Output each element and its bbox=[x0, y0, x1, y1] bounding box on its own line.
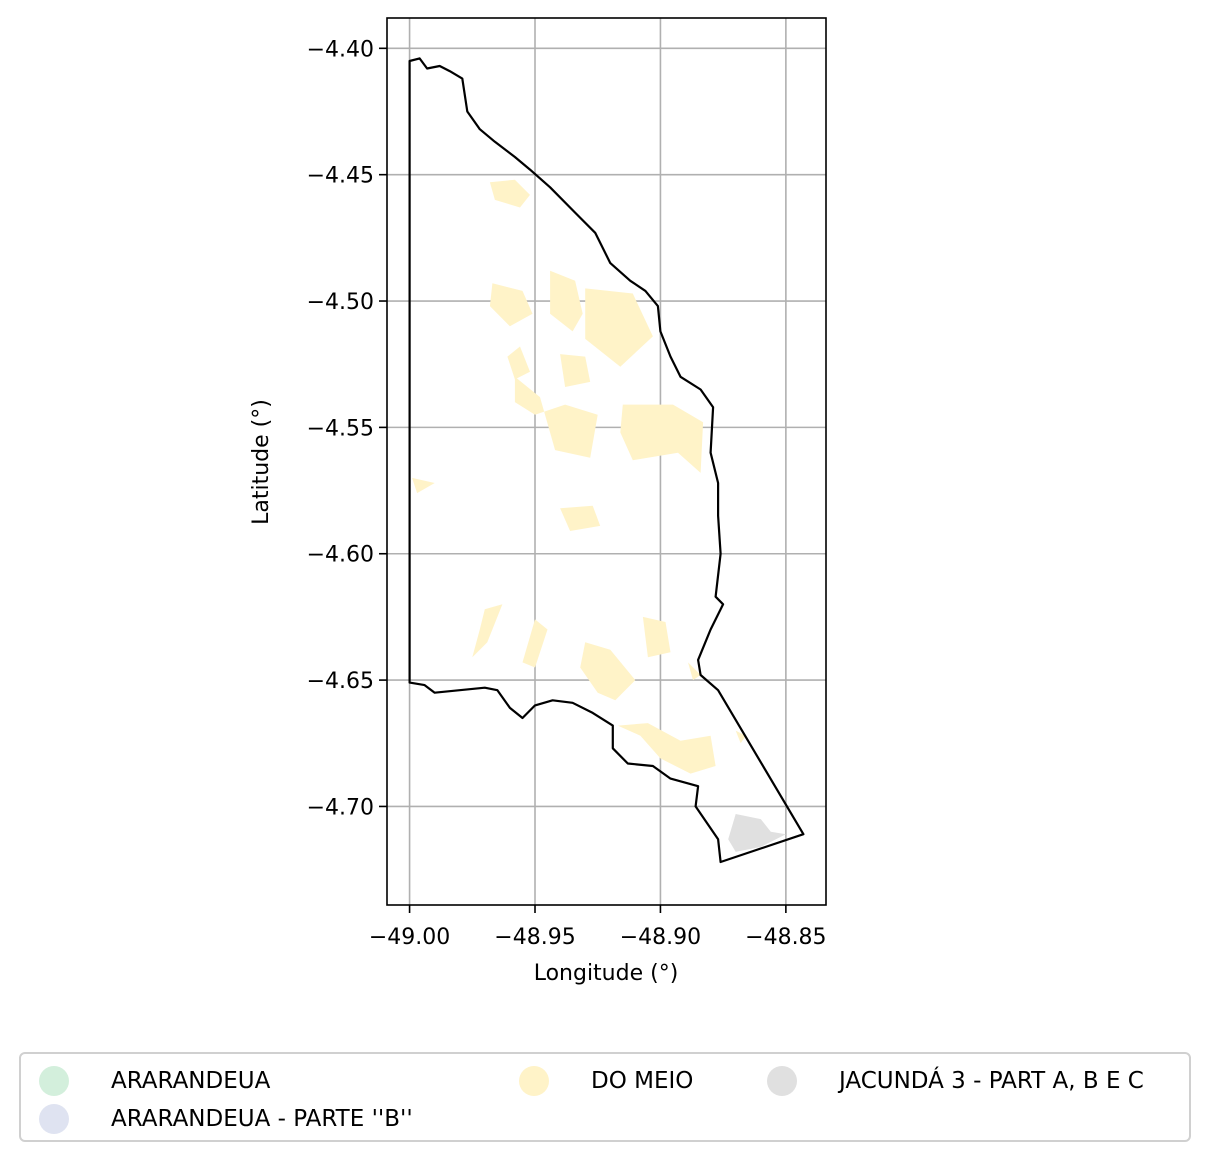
region-do-meio bbox=[507, 346, 530, 380]
x-axis-ticks: −49.00 −48.95 −48.90 −48.85 bbox=[369, 905, 827, 950]
legend-marker-ararandeua bbox=[39, 1066, 69, 1096]
region-do-meio bbox=[489, 179, 530, 208]
y-tick-label: −4.55 bbox=[307, 416, 374, 441]
x-tick-label: −48.90 bbox=[620, 925, 701, 950]
legend-item-ararandeua: ARARANDEUA bbox=[39, 1063, 270, 1099]
region-do-meio bbox=[514, 376, 598, 458]
boundary-outline bbox=[408, 57, 805, 864]
region-do-meio bbox=[620, 404, 704, 473]
y-tick-label: −4.70 bbox=[307, 795, 374, 820]
x-axis-label: Longitude (°) bbox=[534, 961, 679, 986]
region-do-meio bbox=[560, 354, 591, 387]
y-tick-label: −4.50 bbox=[307, 290, 374, 315]
region-jacund-3-part-a-b-e-c bbox=[728, 814, 786, 852]
y-tick-label: −4.40 bbox=[307, 37, 374, 62]
region-do-meio bbox=[585, 288, 653, 367]
region-do-meio bbox=[550, 270, 583, 332]
legend: ARARANDEUA ARARANDEUA - PARTE ''B'' DO M… bbox=[19, 1052, 1191, 1142]
x-tick-label: −48.95 bbox=[494, 925, 575, 950]
y-tick-label: −4.60 bbox=[307, 543, 374, 568]
region-do-meio bbox=[735, 730, 746, 744]
region-do-meio bbox=[472, 604, 503, 658]
region-do-meio bbox=[412, 477, 435, 494]
region-do-meio bbox=[522, 619, 548, 668]
region-do-meio bbox=[560, 505, 601, 531]
legend-marker-ararandeua-parte-b bbox=[39, 1104, 69, 1134]
municipality-boundary bbox=[408, 57, 805, 864]
legend-marker-do-meio bbox=[519, 1066, 549, 1096]
region-do-meio bbox=[688, 662, 701, 681]
legend-label-do-meio: DO MEIO bbox=[591, 1068, 694, 1094]
legend-item-do-meio: DO MEIO bbox=[519, 1063, 693, 1099]
legend-label-jacunda-3: JACUNDÁ 3 - PART A, B E C bbox=[839, 1068, 1144, 1094]
legend-label-ararandeua-parte-b: ARARANDEUA - PARTE ''B'' bbox=[111, 1106, 413, 1132]
region-do-meio bbox=[580, 642, 636, 701]
y-tick-label: −4.65 bbox=[307, 669, 374, 694]
region-do-meio bbox=[489, 283, 533, 327]
y-tick-label: −4.45 bbox=[307, 164, 374, 189]
region-do-meio bbox=[642, 616, 671, 658]
legend-marker-jacunda-3 bbox=[767, 1066, 797, 1096]
legend-item-jacunda-3: JACUNDÁ 3 - PART A, B E C bbox=[767, 1063, 1144, 1099]
y-axis-label: Latitude (°) bbox=[249, 399, 274, 525]
x-tick-label: −49.00 bbox=[369, 925, 450, 950]
legend-item-ararandeua-parte-b: ARARANDEUA - PARTE ''B'' bbox=[39, 1101, 413, 1137]
x-tick-label: −48.85 bbox=[745, 925, 826, 950]
region-polygons bbox=[412, 179, 786, 852]
region-do-meio bbox=[617, 723, 716, 774]
grid-lines bbox=[387, 18, 826, 905]
y-axis-ticks: −4.40 −4.45 −4.50 −4.55 −4.60 −4.65 −4.70 bbox=[307, 37, 387, 820]
plot-frame bbox=[386, 17, 827, 906]
legend-label-ararandeua: ARARANDEUA bbox=[111, 1068, 271, 1094]
